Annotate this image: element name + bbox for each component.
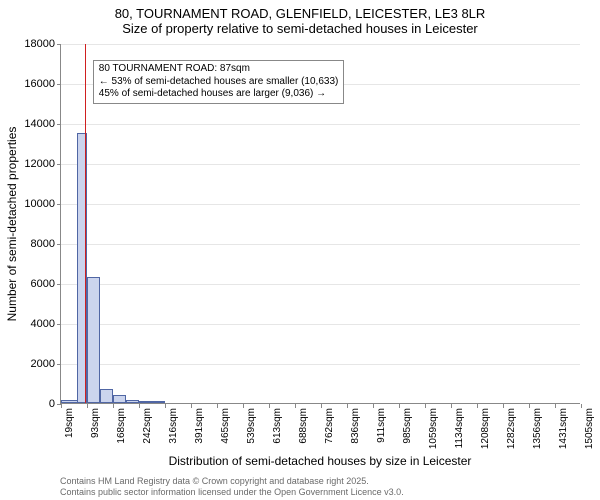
xtick-label: 836sqm <box>350 408 361 444</box>
xtick-label: 465sqm <box>220 408 231 444</box>
chart-title: 80, TOURNAMENT ROAD, GLENFIELD, LEICESTE… <box>0 6 600 36</box>
xtick-label: 1505sqm <box>584 408 595 449</box>
gridline <box>61 204 580 205</box>
histogram-bar <box>152 401 165 403</box>
xtick-mark <box>425 404 426 408</box>
ytick-label: 6000 <box>31 278 55 290</box>
xtick-mark <box>529 404 530 408</box>
property-marker-line <box>85 44 86 403</box>
xtick-mark <box>87 404 88 408</box>
histogram-bar <box>126 400 139 403</box>
histogram-bar <box>139 401 152 403</box>
footer-line2: Contains public sector information licen… <box>60 487 404 498</box>
xtick-mark <box>373 404 374 408</box>
xtick-label: 242sqm <box>142 408 153 444</box>
annotation-line: 45% of semi-detached houses are larger (… <box>99 88 339 101</box>
xtick-mark <box>269 404 270 408</box>
gridline <box>61 284 580 285</box>
xtick-label: 1134sqm <box>454 408 465 448</box>
annotation-box: 80 TOURNAMENT ROAD: 87sqm← 53% of semi-d… <box>93 60 345 104</box>
gridline <box>61 324 580 325</box>
ytick-label: 10000 <box>24 198 55 210</box>
xtick-label: 1282sqm <box>506 408 517 449</box>
annotation-line: ← 53% of semi-detached houses are smalle… <box>99 76 339 89</box>
ytick-mark <box>57 364 61 365</box>
xtick-label: 762sqm <box>324 408 335 444</box>
ytick-mark <box>57 244 61 245</box>
gridline <box>61 364 580 365</box>
ytick-label: 12000 <box>24 158 55 170</box>
gridline <box>61 44 580 45</box>
xtick-label: 1208sqm <box>480 408 491 449</box>
x-axis-label: Distribution of semi-detached houses by … <box>60 454 580 468</box>
histogram-bar <box>113 395 126 403</box>
y-axis-label: Number of semi-detached properties <box>5 127 19 322</box>
xtick-mark <box>61 404 62 408</box>
xtick-mark <box>243 404 244 408</box>
ytick-label: 18000 <box>24 38 55 50</box>
ytick-label: 8000 <box>31 238 55 250</box>
xtick-label: 1059sqm <box>428 408 439 449</box>
ytick-mark <box>57 324 61 325</box>
footer-line1: Contains HM Land Registry data © Crown c… <box>60 476 404 487</box>
property-size-chart: 80, TOURNAMENT ROAD, GLENFIELD, LEICESTE… <box>0 0 600 500</box>
ytick-mark <box>57 284 61 285</box>
title-subtitle: Size of property relative to semi-detach… <box>0 21 600 36</box>
xtick-mark <box>451 404 452 408</box>
ytick-mark <box>57 44 61 45</box>
ytick-label: 0 <box>49 398 55 410</box>
xtick-mark <box>113 404 114 408</box>
xtick-mark <box>165 404 166 408</box>
xtick-label: 911sqm <box>376 408 387 443</box>
xtick-mark <box>347 404 348 408</box>
xtick-mark <box>503 404 504 408</box>
xtick-label: 985sqm <box>402 408 413 444</box>
ytick-label: 16000 <box>24 78 55 90</box>
xtick-label: 391sqm <box>194 408 205 444</box>
histogram-bar <box>87 277 100 403</box>
xtick-mark <box>191 404 192 408</box>
xtick-label: 1431sqm <box>558 408 569 449</box>
ytick-label: 2000 <box>31 358 55 370</box>
xtick-mark <box>321 404 322 408</box>
gridline <box>61 164 580 165</box>
xtick-label: 168sqm <box>116 408 127 444</box>
annotation-line: 80 TOURNAMENT ROAD: 87sqm <box>99 63 339 76</box>
xtick-label: 316sqm <box>168 408 179 444</box>
ytick-label: 4000 <box>31 318 55 330</box>
title-address: 80, TOURNAMENT ROAD, GLENFIELD, LEICESTE… <box>0 6 600 21</box>
ytick-mark <box>57 204 61 205</box>
plot-area: 80 TOURNAMENT ROAD: 87sqm← 53% of semi-d… <box>60 44 580 404</box>
xtick-mark <box>295 404 296 408</box>
xtick-mark <box>477 404 478 408</box>
xtick-mark <box>581 404 582 408</box>
histogram-bar <box>100 389 113 403</box>
xtick-label: 93sqm <box>90 408 101 438</box>
xtick-label: 613sqm <box>272 408 283 444</box>
gridline <box>61 124 580 125</box>
gridline <box>61 244 580 245</box>
ytick-label: 14000 <box>24 118 55 130</box>
xtick-mark <box>555 404 556 408</box>
xtick-mark <box>399 404 400 408</box>
xtick-label: 539sqm <box>246 408 257 444</box>
xtick-mark <box>139 404 140 408</box>
xtick-label: 1356sqm <box>532 408 543 449</box>
xtick-mark <box>217 404 218 408</box>
ytick-mark <box>57 164 61 165</box>
xtick-label: 19sqm <box>64 408 75 438</box>
ytick-mark <box>57 84 61 85</box>
xtick-label: 688sqm <box>298 408 309 444</box>
chart-footer: Contains HM Land Registry data © Crown c… <box>60 476 404 498</box>
ytick-mark <box>57 124 61 125</box>
